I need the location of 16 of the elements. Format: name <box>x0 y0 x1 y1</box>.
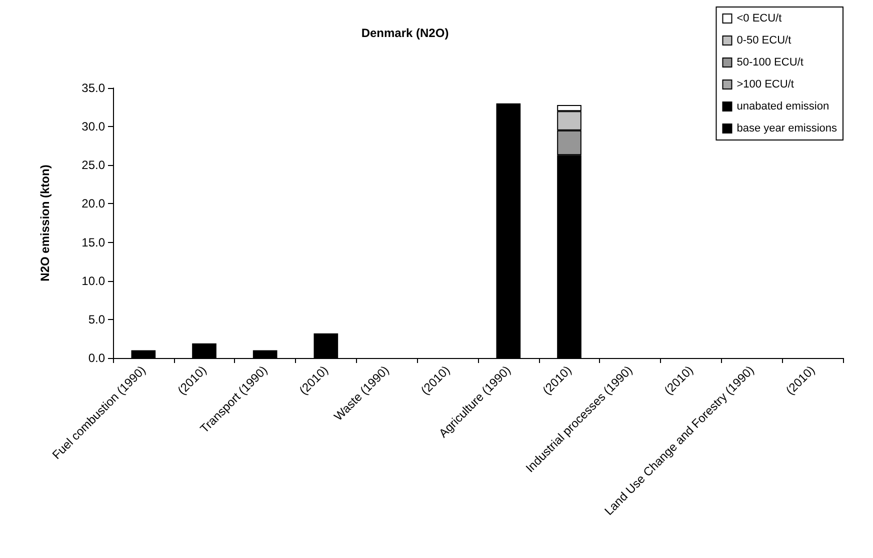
legend-label: 50-100 ECU/t <box>736 56 804 68</box>
y-tick-label: 35.0 <box>82 81 106 95</box>
legend-label: unabated emission <box>736 100 830 112</box>
y-tick-label: 25.0 <box>82 158 106 172</box>
y-tick-label: 30.0 <box>82 120 106 134</box>
y-tick-label: 0.0 <box>88 351 106 365</box>
y-tick-label: 15.0 <box>82 235 106 250</box>
y-tick-label: 5.0 <box>88 312 106 326</box>
chart-title: Denmark (N2O) <box>361 26 449 40</box>
legend-label: 0-50 ECU/t <box>736 34 792 46</box>
legend-label: base year emissions <box>736 122 838 134</box>
legend-label: <0 ECU/t <box>736 12 782 24</box>
y-axis-title: N2O emission (kton) <box>38 164 52 282</box>
y-tick-label: 20.0 <box>82 196 106 211</box>
legend-label: >100 ECU/t <box>736 78 794 90</box>
y-tick-label: 10.0 <box>82 274 106 288</box>
